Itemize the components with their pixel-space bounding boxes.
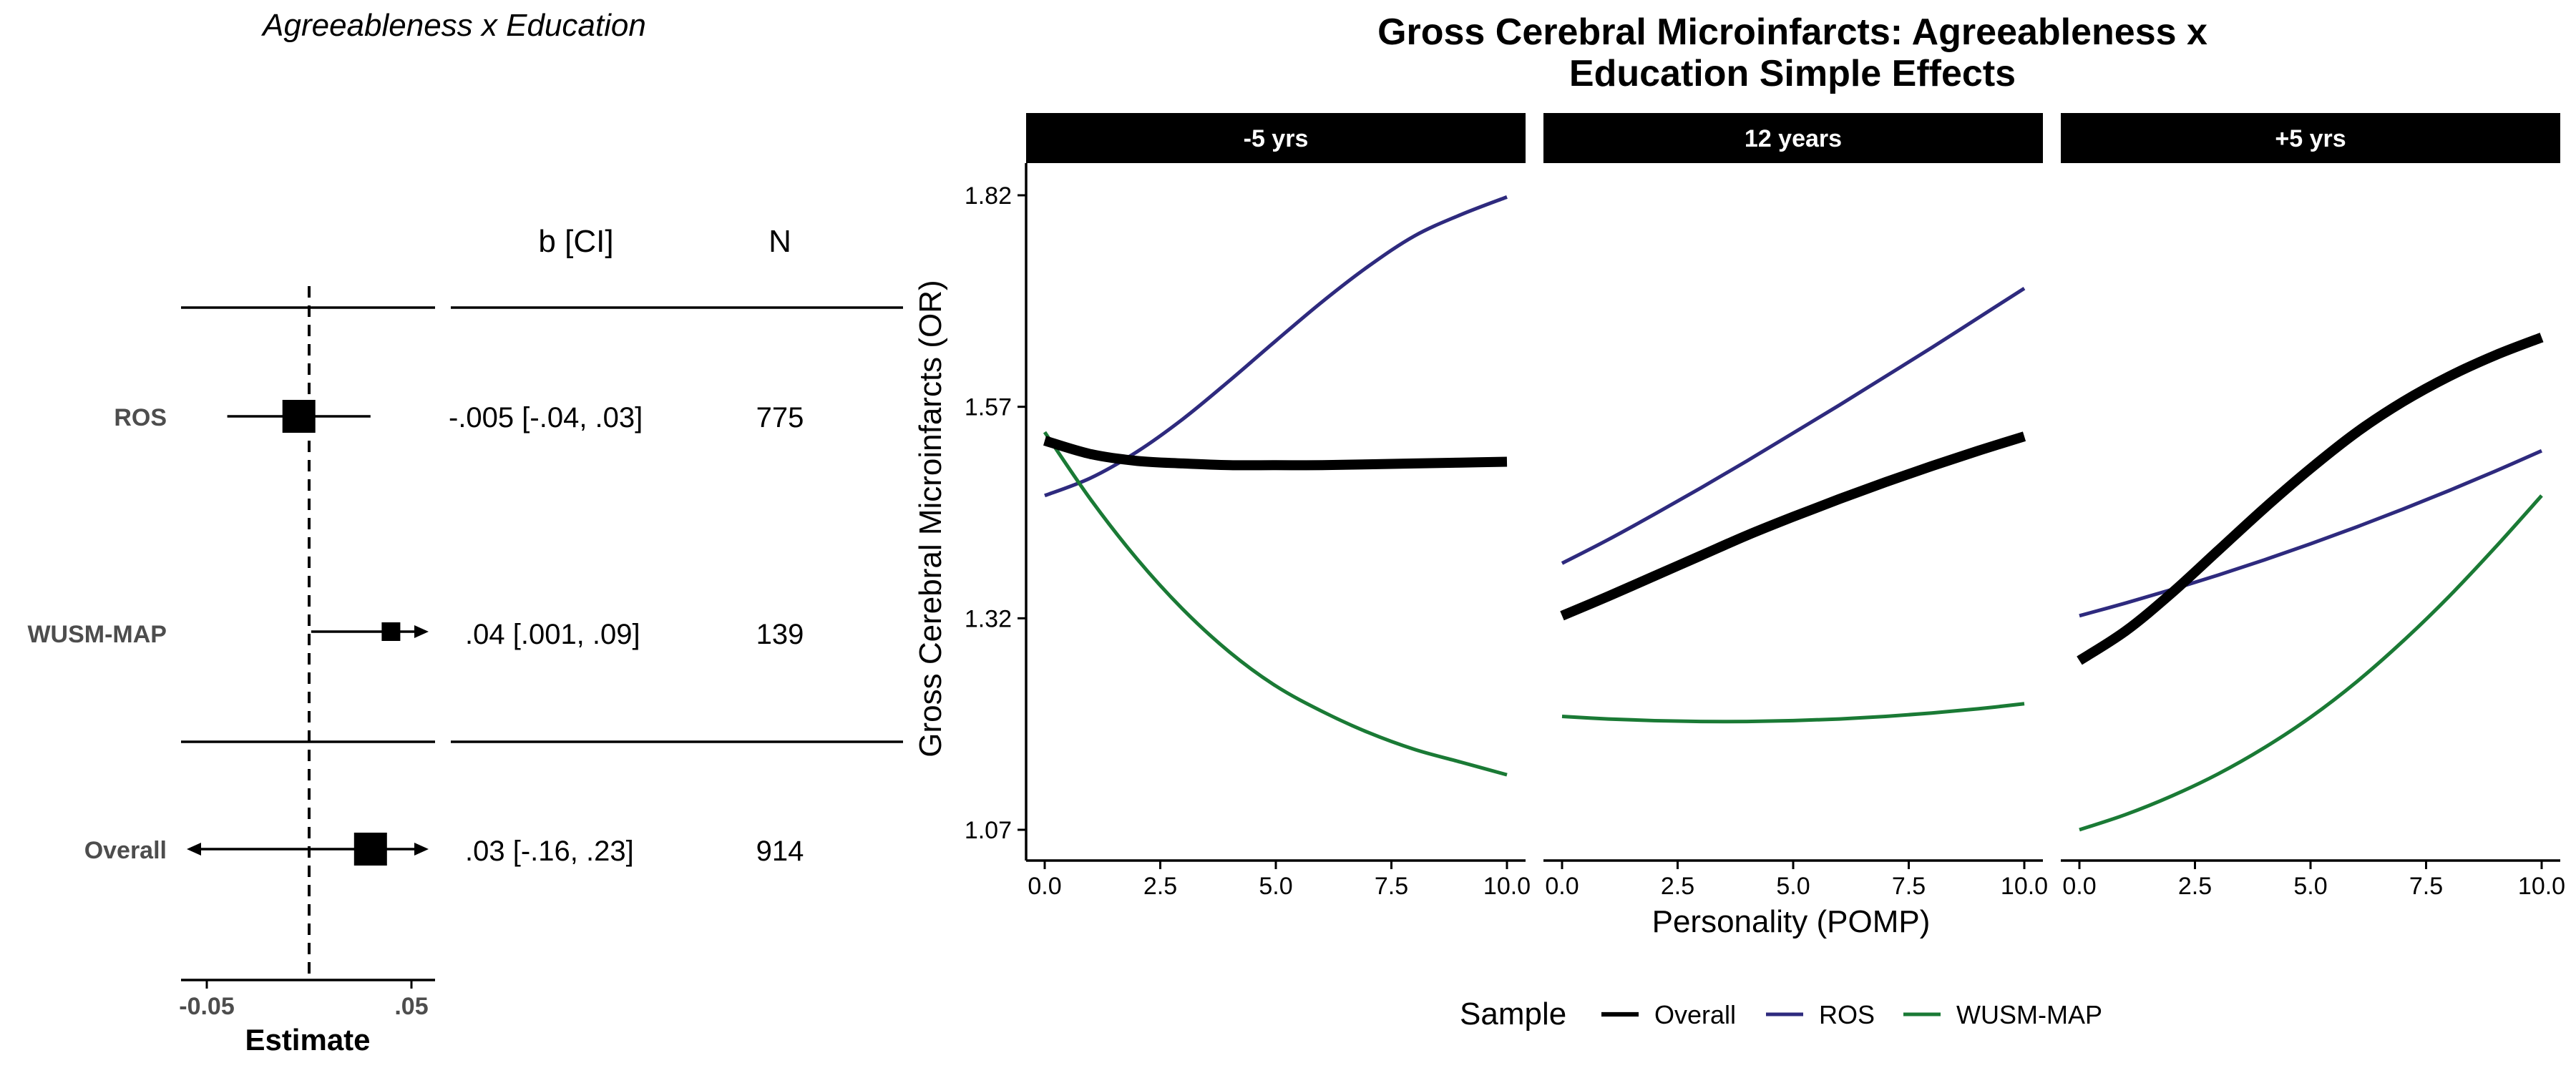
- forest-row-label: Overall: [84, 837, 167, 864]
- y-tick-label: 1.82: [965, 182, 1012, 210]
- x-tick-label: 5.0: [1259, 873, 1292, 900]
- legend: Sample Overall ROS WUSM-MAP: [1460, 996, 2102, 1032]
- x-tick-label: 5.0: [2293, 873, 2327, 900]
- forest-estimate-marker: [381, 622, 401, 641]
- x-tick-label: 2.5: [1143, 873, 1177, 900]
- forest-row-label: WUSM-MAP: [27, 621, 167, 648]
- forest-plot: Agreeableness x Education b [CI] N -0.05…: [27, 8, 903, 1057]
- forest-b-ci: -.005 [-.04, .03]: [449, 402, 643, 433]
- x-tick-label: 10.0: [2518, 873, 2565, 900]
- x-tick-label: 10.0: [1483, 873, 1531, 900]
- x-tick-label: 0.0: [1028, 873, 1061, 900]
- x-tick-label: 2.5: [1661, 873, 1694, 900]
- x-tick-label: 0.0: [1545, 873, 1579, 900]
- forest-title: Agreeableness x Education: [260, 8, 646, 43]
- x-tick-label: 5.0: [1776, 873, 1810, 900]
- forest-row: ROS -.005 [-.04, .03] 775: [114, 400, 804, 433]
- forest-ci-arrow-right: [414, 625, 429, 638]
- forest-row-label: ROS: [114, 404, 167, 431]
- forest-n: 775: [756, 402, 804, 433]
- series-line-ros: [2079, 449, 2543, 618]
- chart-y-axis-label: Gross Cerebral Microinfarcts (OR): [913, 280, 948, 757]
- chart-title-line-2: Education Simple Effects: [1569, 53, 2016, 94]
- legend-item: Overall: [1601, 1000, 1736, 1029]
- forest-ci-arrow-left: [187, 843, 201, 856]
- facet-strip-label: +5 yrs: [2275, 125, 2346, 152]
- forest-x-tick-label: -0.05: [179, 993, 235, 1020]
- forest-x-tick-label: .05: [394, 993, 428, 1020]
- x-tick-label: 0.0: [2062, 873, 2096, 900]
- forest-n: 914: [756, 836, 804, 867]
- x-tick-label: 7.5: [2409, 873, 2443, 900]
- x-tick-label: 7.5: [1892, 873, 1926, 900]
- series-line-ros: [1044, 195, 1508, 498]
- legend-title: Sample: [1460, 996, 1566, 1032]
- series-line-wusm-map: [1561, 702, 2025, 724]
- line-chart: Gross Cerebral Microinfarcts: Agreeablen…: [913, 11, 2565, 1032]
- legend-label: ROS: [1819, 1000, 1875, 1029]
- series-line-overall: [1043, 436, 1508, 471]
- forest-x-axis-label: Estimate: [245, 1023, 370, 1057]
- y-tick-label: 1.32: [965, 605, 1012, 632]
- legend-label: WUSM-MAP: [1956, 1000, 2102, 1029]
- legend-label: Overall: [1654, 1000, 1736, 1029]
- facet-panel: 12 years 0.0 2.5 5.0 7.5 10.0: [1543, 113, 2048, 900]
- forest-n: 139: [756, 619, 804, 650]
- series-line-overall: [2077, 333, 2544, 665]
- y-tick-label: 1.57: [965, 394, 1012, 421]
- forest-estimate-marker: [282, 400, 316, 433]
- y-tick-label: 1.07: [965, 817, 1012, 844]
- facet-strip-label: -5 yrs: [1244, 125, 1309, 152]
- forest-b-ci: .04 [.001, .09]: [465, 619, 640, 650]
- forest-col-b-header: b [CI]: [538, 224, 613, 259]
- forest-col-n-header: N: [769, 224, 791, 259]
- forest-row: Overall .03 [-.16, .23] 914: [84, 833, 804, 867]
- chart-title-line-1: Gross Cerebral Microinfarcts: Agreeablen…: [1377, 11, 2207, 53]
- forest-row: WUSM-MAP .04 [.001, .09] 139: [27, 619, 804, 650]
- series-line-wusm-map: [1043, 431, 1508, 777]
- chart-x-axis-label: Personality (POMP): [1652, 904, 1931, 939]
- facet-strip-label: 12 years: [1745, 125, 1842, 152]
- x-tick-label: 2.5: [2178, 873, 2212, 900]
- series-line-wusm-map: [2079, 494, 2543, 832]
- series-line-overall: [1560, 431, 2026, 621]
- x-tick-label: 10.0: [2001, 873, 2048, 900]
- forest-estimate-marker: [353, 833, 387, 866]
- legend-item: WUSM-MAP: [1903, 1000, 2102, 1029]
- facet-strip: [2061, 113, 2560, 163]
- facet-strip: [1543, 113, 2043, 163]
- facet-panel: -5 yrs 1.07 1.32 1.57 1.82 0.0 2.5 5.0 7.5 10.0: [965, 113, 1531, 900]
- forest-ci-arrow-right: [414, 843, 429, 856]
- forest-b-ci: .03 [-.16, .23]: [465, 836, 634, 867]
- facet-panel: +5 yrs 0.0 2.5 5.0 7.5 10.0: [2061, 113, 2565, 900]
- legend-item: ROS: [1766, 1000, 1875, 1029]
- x-tick-label: 7.5: [1375, 873, 1408, 900]
- facet-strip: [1026, 113, 1526, 163]
- series-line-ros: [1561, 286, 2026, 565]
